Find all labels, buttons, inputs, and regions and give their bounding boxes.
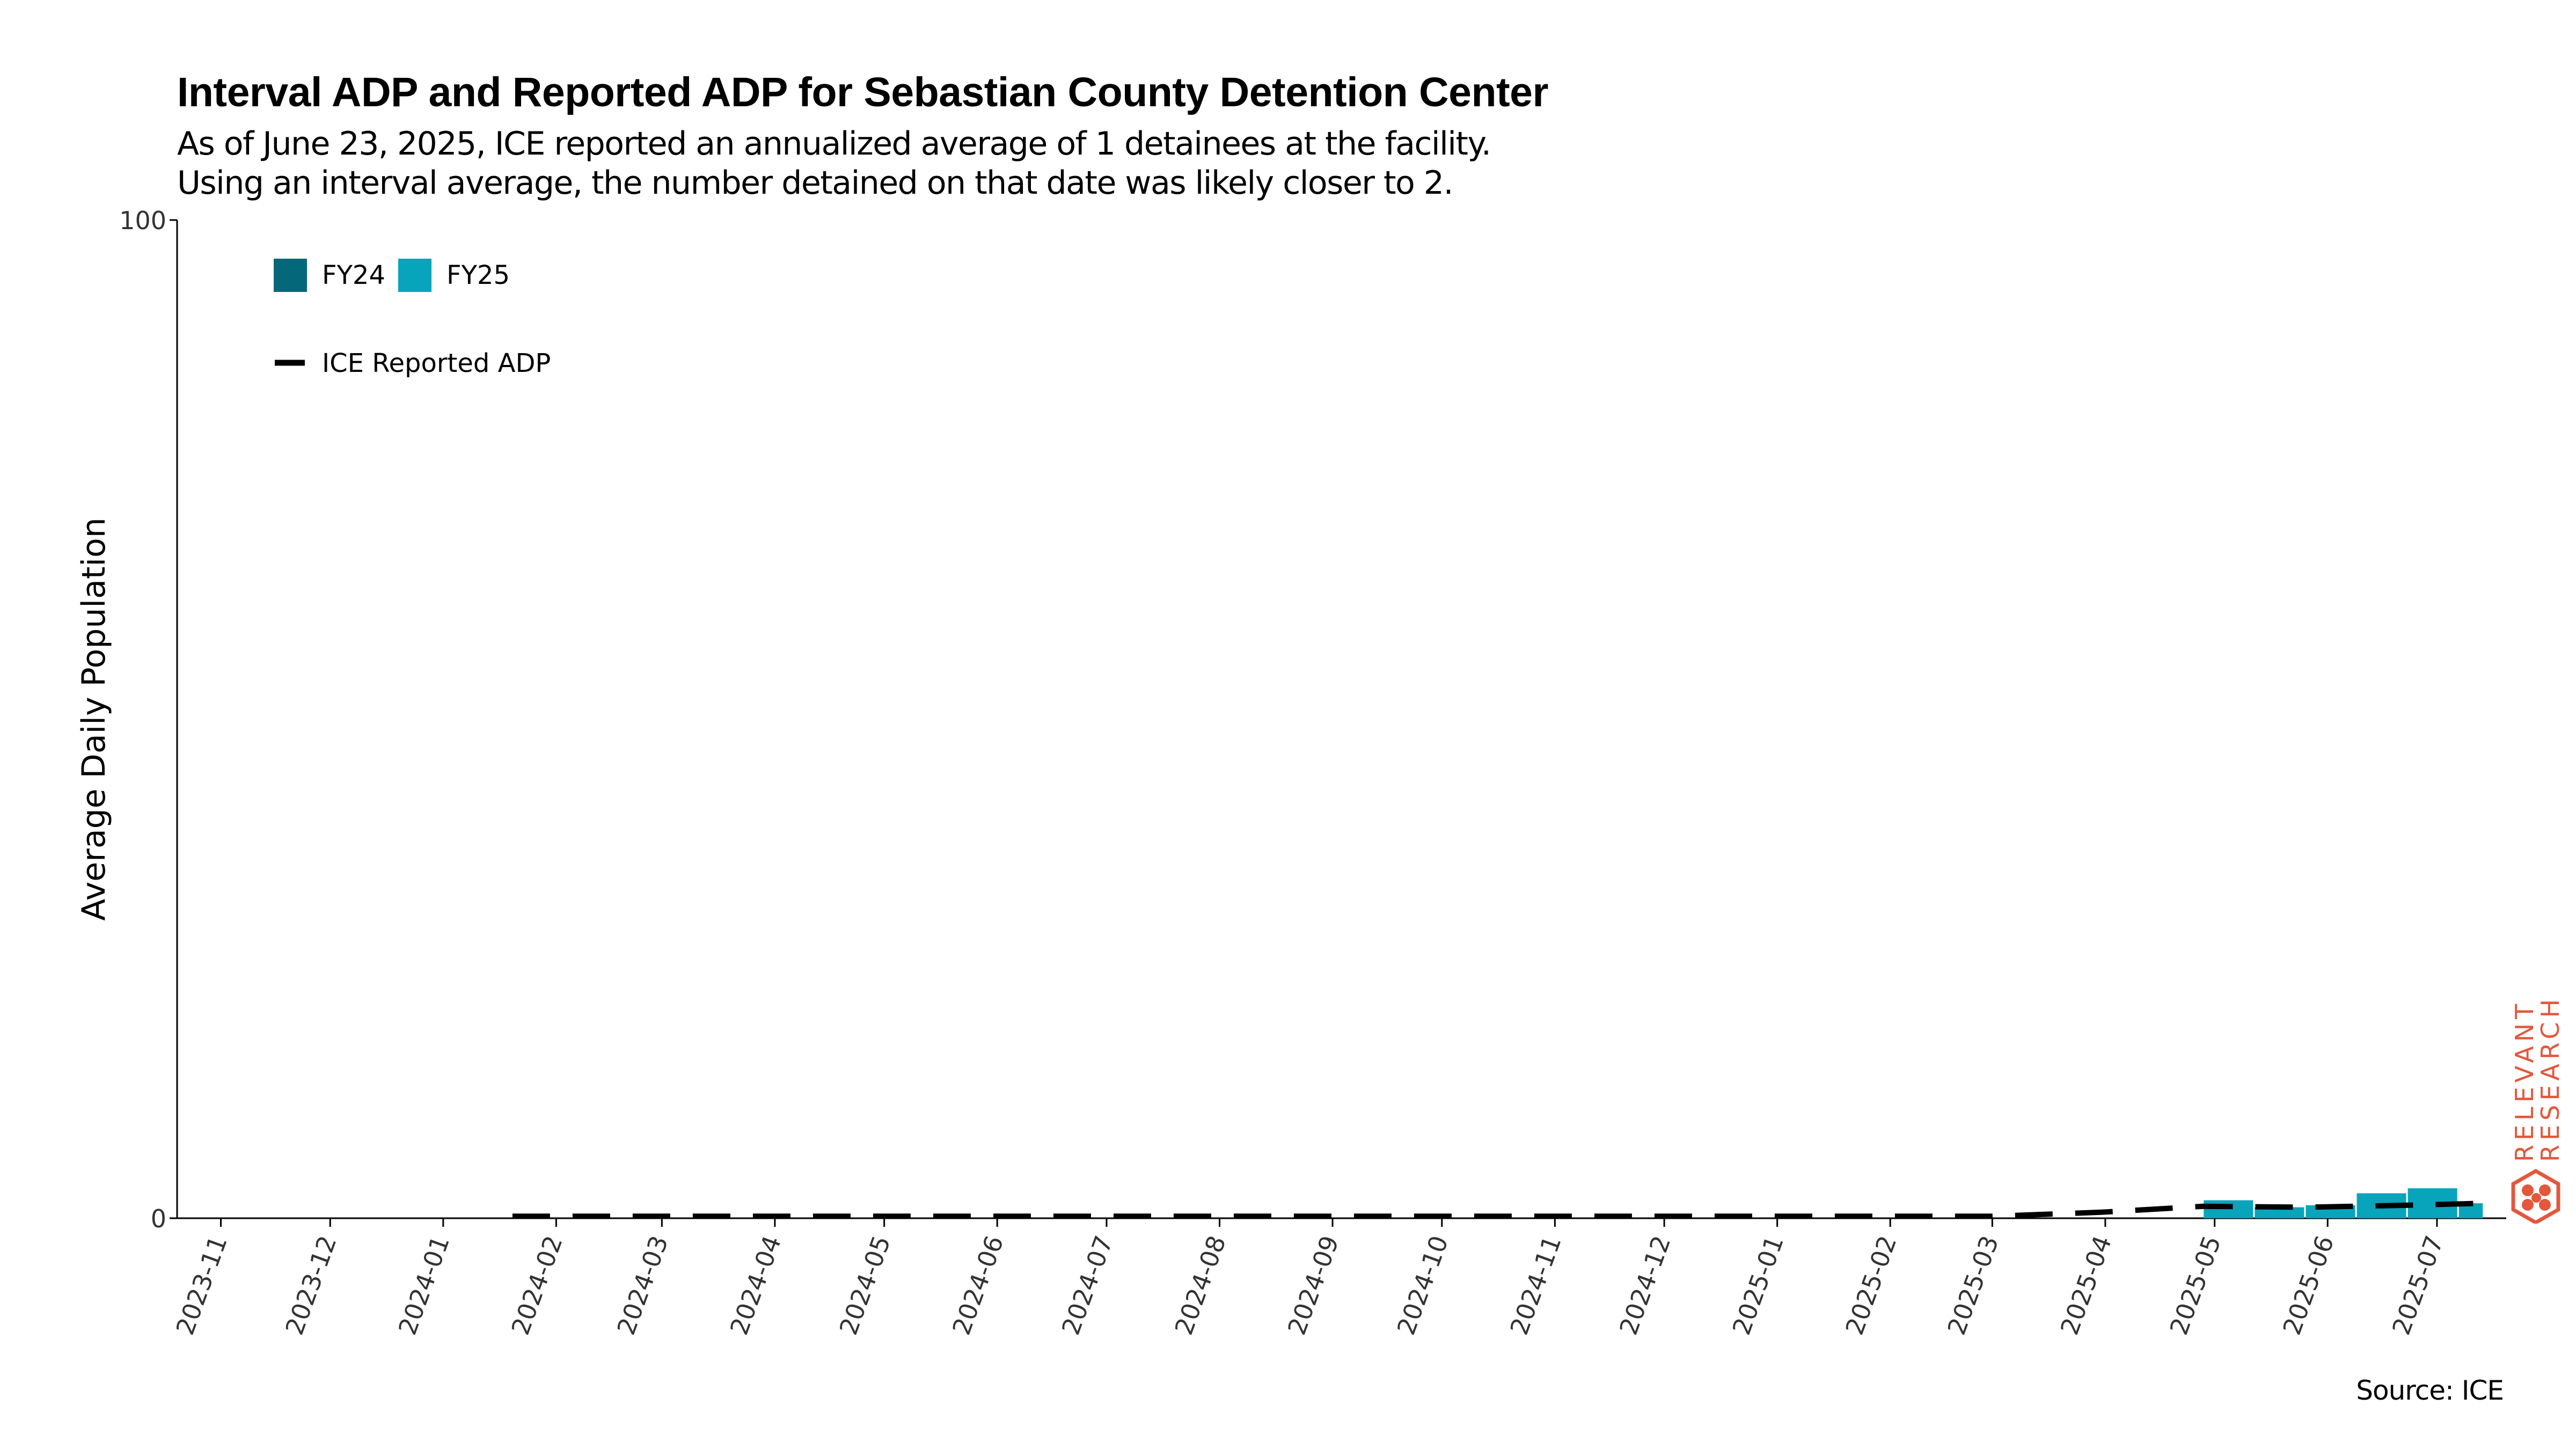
x-tick-label: 2025-05 xyxy=(2164,1232,2227,1338)
x-tick-label: 2024-08 xyxy=(1169,1232,1231,1338)
x-tick-label: 2024-01 xyxy=(393,1232,455,1338)
subtitle-line-1: As of June 23, 2025, ICE reported an ann… xyxy=(177,125,1491,163)
reported-adp-line xyxy=(512,1201,2485,1219)
x-tick-label: 2025-07 xyxy=(2387,1232,2449,1338)
x-tick-label: 2024-12 xyxy=(1614,1232,1676,1338)
x-tick-label: 2024-03 xyxy=(611,1232,674,1338)
y-axis-title: Average Daily Population xyxy=(75,517,113,921)
svg-text:RELEVANT: RELEVANT xyxy=(2510,1000,2539,1162)
subtitle-line-2: Using an interval average, the number de… xyxy=(177,164,1454,202)
legend-label-reported-adp: ICE Reported ADP xyxy=(322,348,551,378)
legend-label-fy24: FY24 xyxy=(322,260,385,290)
x-tick-label: 2024-11 xyxy=(1504,1232,1567,1338)
x-tick-label: 2025-03 xyxy=(1942,1232,2004,1338)
x-tick-label: 2024-07 xyxy=(1056,1232,1118,1338)
bar-fy25 xyxy=(2255,1207,2304,1218)
x-tick-label: 2024-05 xyxy=(833,1232,896,1338)
svg-text:RESEARCH: RESEARCH xyxy=(2536,995,2565,1162)
x-tick-label: 2025-01 xyxy=(1726,1232,1789,1338)
logo-hexagon-icon xyxy=(2511,1168,2560,1224)
x-tick-label: 2024-02 xyxy=(506,1232,568,1338)
chart-title: Interval ADP and Reported ADP for Sebast… xyxy=(177,69,1548,115)
y-tick-label: 0 xyxy=(151,1204,166,1233)
bar-fy25 xyxy=(2204,1200,2253,1218)
relevant-research-logo: RELEVANT RESEARCH xyxy=(2510,995,2565,1224)
x-tick-label: 2024-09 xyxy=(1282,1232,1344,1338)
x-tick-label: 2025-06 xyxy=(2277,1232,2339,1338)
legend-swatch-fy25 xyxy=(398,259,431,292)
x-tick-label: 2023-11 xyxy=(170,1232,232,1338)
x-tick-label: 2024-04 xyxy=(724,1232,787,1338)
source-note: Source: ICE xyxy=(2356,1375,2504,1406)
y-tick-label: 100 xyxy=(119,206,166,235)
chart-subtitle: As of June 23, 2025, ICE reported an ann… xyxy=(177,125,1491,203)
logo-wordmark: RELEVANT RESEARCH xyxy=(2510,995,2565,1162)
x-tick-label: 2024-10 xyxy=(1392,1232,1454,1338)
x-tick-label: 2025-02 xyxy=(1840,1232,1902,1338)
x-tick-label: 2023-12 xyxy=(280,1232,342,1338)
legend-label-fy25: FY25 xyxy=(447,260,510,290)
legend-swatch-fy24 xyxy=(274,259,307,292)
x-tick-label: 2024-06 xyxy=(947,1232,1009,1338)
legend: FY24 FY25 ICE Reported ADP xyxy=(274,259,551,378)
x-tick-label: 2025-04 xyxy=(2055,1232,2117,1338)
